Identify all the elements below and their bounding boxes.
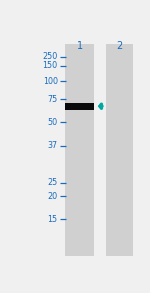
Bar [65,44,94,256]
Text: 150: 150 [43,61,58,70]
Text: 20: 20 [48,192,58,201]
Text: 50: 50 [48,117,58,127]
Text: 15: 15 [48,214,58,224]
Text: 100: 100 [43,77,58,86]
Text: 25: 25 [47,178,58,188]
Text: 250: 250 [42,52,58,61]
Text: 37: 37 [48,141,58,150]
Bar [106,44,133,256]
Text: 2: 2 [116,42,122,52]
Text: 75: 75 [47,95,58,104]
Bar [65,103,94,110]
Text: 1: 1 [77,42,83,52]
